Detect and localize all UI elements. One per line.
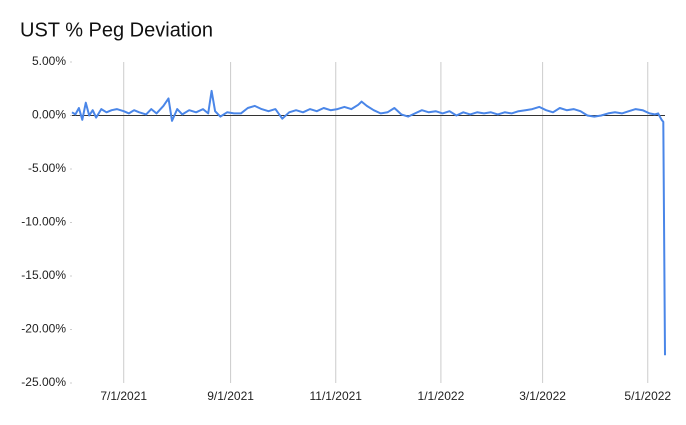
x-tick-label: 3/1/2022 xyxy=(519,389,566,403)
y-tick-label: 5.00% xyxy=(32,54,66,68)
chart-title: UST % Peg Deviation xyxy=(20,19,213,41)
x-tick-label: 1/1/2022 xyxy=(418,389,465,403)
x-tick-label: 9/1/2021 xyxy=(207,389,254,403)
x-tick-label: 5/1/2022 xyxy=(624,389,671,403)
y-tick-label: 0.00% xyxy=(32,108,66,122)
data-line xyxy=(71,89,666,356)
y-tick-label: -5.00% xyxy=(28,161,66,175)
y-tick-label: -25.00% xyxy=(21,375,66,389)
y-tick-label: -15.00% xyxy=(21,268,66,282)
y-tick-label: -20.00% xyxy=(21,322,66,336)
x-tick-label: 7/1/2021 xyxy=(100,389,147,403)
y-tick-label: -10.00% xyxy=(21,215,66,229)
x-tick-label: 11/1/2021 xyxy=(309,389,362,403)
